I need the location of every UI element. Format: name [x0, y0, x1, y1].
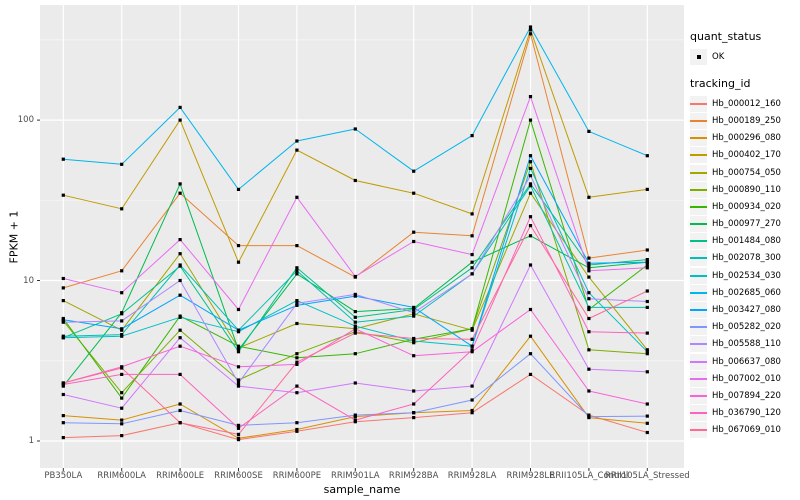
- legend-key-line-icon: [690, 422, 707, 439]
- legend-item-label: OK: [712, 51, 725, 62]
- legend-key-point-icon: [690, 48, 707, 65]
- y-tick-label: 100: [17, 115, 34, 126]
- legend-item-label: Hb_036790_120: [712, 408, 781, 419]
- legend-item: Hb_002534_030: [690, 267, 798, 284]
- legend-item: Hb_002078_300: [690, 250, 798, 267]
- legend-item: Hb_003427_080: [690, 301, 798, 319]
- legend-key-line-icon: [690, 370, 707, 387]
- legend-key-line-icon: [690, 387, 707, 404]
- legend-key-line-icon: [690, 250, 707, 267]
- legend-item-label: Hb_000754_050: [712, 167, 781, 178]
- legend-item: Hb_000977_270: [690, 216, 798, 233]
- legend-item-label: Hb_000890_110: [712, 184, 781, 195]
- legend-item-label: Hb_003427_080: [712, 305, 781, 316]
- legend-item-label: Hb_002078_300: [712, 253, 781, 264]
- legend-item: Hb_007894_220: [690, 387, 798, 404]
- legend-key-line-icon: [690, 181, 707, 198]
- x-tick-label: RRII105LA_Stressed: [604, 471, 690, 481]
- x-tick-label: RRIM928LA: [447, 471, 497, 481]
- x-tick-label: RRIM928BA: [388, 471, 439, 481]
- legend: quant_status OK tracking_id Hb_000012_16…: [690, 30, 798, 439]
- y-axis-title: FPKM + 1: [7, 210, 21, 264]
- legend-key-line-icon: [690, 112, 707, 129]
- legend-item-label: Hb_006637_080: [712, 356, 781, 367]
- legend-key-line-icon: [690, 336, 707, 353]
- legend-item: Hb_005282_020: [690, 319, 798, 336]
- legend-item-label: Hb_067069_010: [712, 425, 781, 436]
- x-tick-label: RRIM600LE: [156, 471, 205, 481]
- legend-item: Hb_005588_110: [690, 336, 798, 353]
- legend-key-line-icon: [690, 319, 707, 336]
- legend-item-label: Hb_002534_030: [712, 270, 781, 281]
- x-tick-label: PB350LA: [44, 471, 83, 481]
- legend-item-label: Hb_000402_170: [712, 150, 781, 161]
- legend-item: Hb_000890_110: [690, 181, 798, 198]
- legend-item-label: Hb_000189_250: [712, 115, 781, 126]
- legend-key-line-icon: [690, 147, 707, 164]
- x-axis-title: sample_name: [323, 483, 401, 496]
- legend-item-label: Hb_000296_080: [712, 133, 781, 144]
- y-tick-label: 10: [23, 275, 34, 286]
- legend-item-label: Hb_005282_020: [712, 322, 781, 333]
- legend-key-line-icon: [690, 233, 707, 250]
- legend-item-quant-status-ok: OK: [690, 48, 798, 65]
- y-tick-label: 1: [28, 436, 34, 446]
- legend-item-label: Hb_002685_060: [712, 287, 781, 298]
- legend-key-line-icon: [690, 216, 707, 233]
- legend-item: Hb_000402_170: [690, 147, 798, 164]
- legend-item-label: Hb_001484_080: [712, 236, 781, 247]
- legend-item: Hb_002685_060: [690, 284, 798, 301]
- tracking-id-legend-items: Hb_000012_160 Hb_000189_250 Hb_000296_080 H…: [690, 95, 798, 439]
- legend-item-label: Hb_000977_270: [712, 219, 781, 230]
- legend-item: Hb_000754_050: [690, 164, 798, 181]
- legend-key-line-icon: [690, 405, 707, 422]
- legend-item-label: Hb_000934_020: [712, 201, 781, 212]
- legend-key-line-icon: [690, 284, 707, 301]
- legend-item-label: Hb_000012_160: [712, 98, 781, 109]
- legend-key-line-icon: [690, 95, 707, 112]
- legend-key-line-icon: [690, 198, 707, 215]
- legend-title-tracking-id: tracking_id: [690, 77, 751, 91]
- legend-key-line-icon: [690, 353, 707, 370]
- legend-item: Hb_000296_080: [690, 130, 798, 147]
- x-tick-label: RRIM600PE: [272, 471, 322, 481]
- legend-item: Hb_067069_010: [690, 422, 798, 439]
- legend-key-line-icon: [690, 130, 707, 147]
- x-tick-label: RRII105LA_Control: [549, 471, 629, 481]
- x-tick-label: RRIM600LA: [97, 471, 146, 481]
- legend-item: Hb_000934_020: [690, 198, 798, 215]
- legend-item: Hb_036790_120: [690, 405, 798, 422]
- legend-title-quant-status: quant_status: [690, 30, 762, 43]
- legend-key-line-icon: [690, 267, 707, 284]
- legend-item: Hb_007002_010: [690, 370, 798, 387]
- legend-key-line-icon: [690, 164, 707, 181]
- legend-item-label: Hb_005588_110: [712, 339, 781, 350]
- legend-item: Hb_006637_080: [690, 353, 798, 370]
- x-tick-label: RRIM928LE: [506, 471, 555, 481]
- legend-item: Hb_000012_160: [690, 95, 798, 112]
- legend-item: Hb_000189_250: [690, 112, 798, 129]
- legend-key-line-icon: [690, 302, 707, 319]
- legend-item-label: Hb_007894_220: [712, 390, 781, 401]
- x-tick-label: RRIM901LA: [330, 471, 380, 481]
- legend-item: Hb_001484_080: [690, 233, 798, 250]
- x-tick-label: RRIM600SE: [214, 471, 263, 481]
- legend-item-label: Hb_007002_010: [712, 373, 781, 384]
